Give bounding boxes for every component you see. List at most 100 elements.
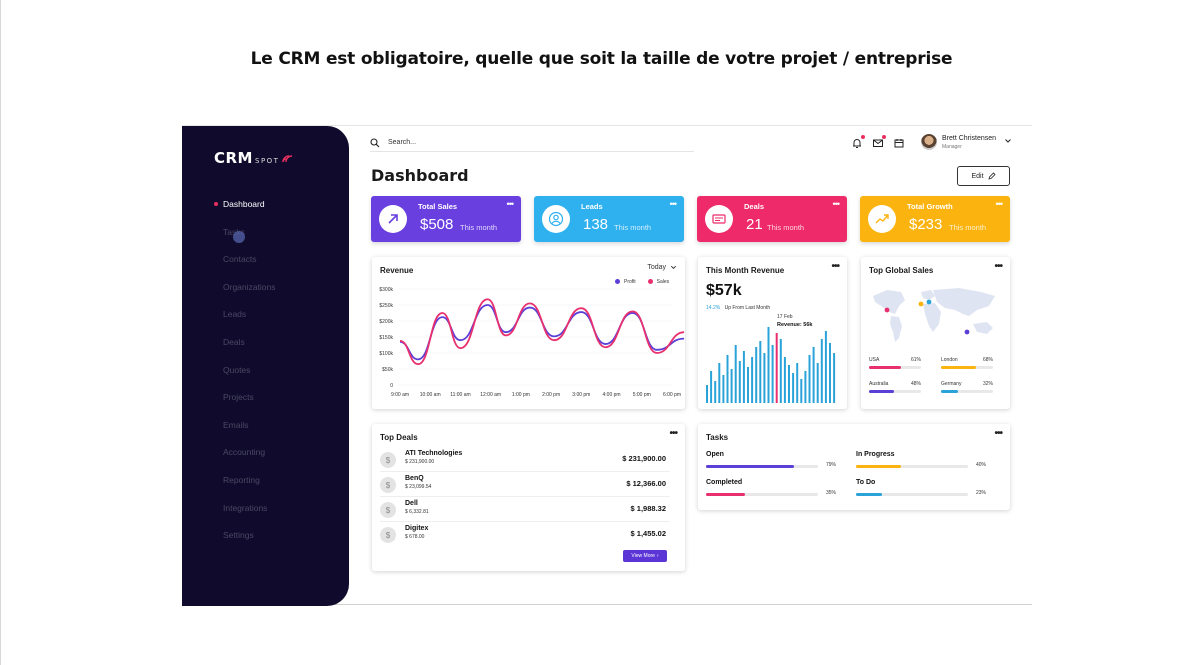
bar[interactable] — [718, 363, 721, 403]
sidebar-item-contacts[interactable]: Contacts — [223, 254, 257, 265]
deals-icon — [705, 205, 733, 233]
bar[interactable] — [779, 339, 782, 403]
change-text: Up From Last Month — [724, 305, 771, 311]
sidebar-item-quotes[interactable]: Quotes — [223, 364, 251, 375]
bar[interactable] — [824, 331, 827, 403]
sidebar-item-accounting[interactable]: Accounting — [223, 447, 266, 458]
y-tick-label: $200k — [379, 319, 393, 325]
more-options-icon[interactable]: ••• — [832, 199, 841, 209]
bar[interactable] — [730, 369, 733, 403]
stat-card-deals[interactable]: Deals 21 This month ••• — [697, 196, 847, 242]
mail-icon[interactable] — [872, 135, 886, 148]
bar[interactable] — [738, 361, 741, 403]
more-options-icon[interactable]: ••• — [995, 199, 1004, 209]
bar[interactable] — [763, 353, 766, 403]
trend-icon — [868, 205, 896, 233]
month-revenue-bar-chart — [706, 327, 836, 403]
bar[interactable] — [804, 371, 807, 403]
bar-highlighted[interactable] — [775, 333, 778, 403]
stat-card-leads[interactable]: Leads 138 This month ••• — [534, 196, 684, 242]
series-line-sales — [399, 298, 685, 366]
stat-value: $508 — [420, 216, 454, 233]
sidebar-item-projects[interactable]: Projects — [223, 392, 254, 403]
bar[interactable] — [800, 379, 803, 403]
edit-button[interactable]: Edit — [957, 166, 1010, 186]
more-options-icon[interactable]: ••• — [831, 261, 839, 272]
sidebar-item-integrations[interactable]: Integrations — [223, 502, 268, 513]
bar[interactable] — [816, 363, 819, 403]
more-options-icon[interactable]: ••• — [669, 428, 677, 439]
bar[interactable] — [792, 373, 795, 403]
bar[interactable] — [812, 347, 815, 403]
bar[interactable] — [788, 365, 790, 403]
bar[interactable] — [829, 343, 831, 403]
sidebar-nav: Dashboard Tasks Contacts Organizations L… — [213, 199, 276, 558]
deal-row[interactable]: $ Dell $ 6,332.81 $ 1,988.32 — [380, 497, 670, 522]
more-options-icon[interactable]: ••• — [994, 428, 1002, 439]
bar[interactable] — [759, 341, 762, 403]
view-more-button[interactable]: View More › — [623, 550, 667, 562]
task-name: To Do — [856, 479, 876, 486]
region-bar — [869, 366, 921, 369]
bar[interactable] — [833, 353, 836, 403]
bar[interactable] — [783, 357, 786, 403]
region-percent: 61% — [910, 357, 921, 363]
sidebar-item-emails[interactable]: Emails — [223, 419, 249, 430]
bar[interactable] — [820, 339, 823, 403]
sidebar-item-leads[interactable]: Leads — [223, 309, 247, 320]
user-info[interactable]: Brett Christensen Manager — [942, 135, 996, 150]
crm-app: CRM SPOT Dashboard Tasks Contacts Organi… — [182, 125, 1032, 606]
bar[interactable] — [722, 375, 725, 403]
sidebar-item-deals[interactable]: Deals — [223, 336, 245, 347]
sidebar-item-tasks[interactable]: Tasks — [223, 226, 245, 237]
deal-row[interactable]: $ Digitex $ 678.00 $ 1,455.02 — [380, 522, 670, 547]
bar[interactable] — [714, 381, 717, 403]
bar[interactable] — [710, 371, 713, 403]
bar[interactable] — [808, 355, 811, 403]
region-bar — [941, 366, 993, 369]
bar[interactable] — [755, 347, 758, 403]
chevron-down-icon[interactable] — [1004, 137, 1012, 145]
bar[interactable] — [751, 357, 754, 403]
y-tick-label: 0 — [390, 383, 393, 389]
more-options-icon[interactable]: ••• — [669, 199, 678, 209]
period-select[interactable]: Today — [647, 264, 677, 271]
sidebar-item-reporting[interactable]: Reporting — [223, 474, 260, 485]
stat-card-total-sales[interactable]: Total Sales $508 This month ••• — [371, 196, 521, 242]
more-options-icon[interactable]: ••• — [994, 261, 1002, 272]
bar[interactable] — [767, 327, 770, 403]
sidebar-item-dashboard[interactable]: Dashboard — [213, 199, 275, 227]
more-options-icon[interactable]: ••• — [506, 199, 515, 209]
bar[interactable] — [742, 351, 745, 403]
bar[interactable] — [734, 345, 737, 403]
region-bar-fill — [869, 390, 894, 393]
search-input[interactable]: Search... — [388, 139, 417, 146]
panel-title: Top Deals — [380, 433, 418, 442]
notification-bell-icon[interactable] — [851, 135, 865, 148]
deal-row[interactable]: $ BenQ $ 23,099.54 $ 12,366.00 — [380, 472, 670, 497]
region-name: London — [941, 357, 958, 363]
deal-amount: $ 678.00 — [405, 534, 425, 540]
search-bar[interactable]: Search... — [370, 134, 694, 152]
y-tick-label: $250k — [379, 303, 393, 309]
bar[interactable] — [771, 345, 774, 403]
period-select-value: Today — [647, 264, 666, 271]
bar[interactable] — [726, 355, 729, 403]
region-bar-fill — [869, 366, 901, 369]
sidebar: CRM SPOT Dashboard Tasks Contacts Organi… — [182, 126, 349, 606]
page-title: Dashboard — [371, 166, 469, 185]
y-tick-label: $100k — [379, 351, 393, 357]
deal-amount: $ 6,332.81 — [405, 509, 429, 515]
y-tick-label: $150k — [379, 335, 393, 341]
bar[interactable] — [706, 385, 708, 403]
sidebar-item-organizations[interactable]: Organizations — [223, 281, 276, 292]
sidebar-item-settings[interactable]: Settings — [223, 530, 254, 541]
legend-swatch — [647, 279, 653, 285]
bar[interactable] — [747, 367, 749, 403]
stat-card-total-growth[interactable]: Total Growth $233 This month ••• — [860, 196, 1010, 242]
user-avatar[interactable] — [921, 134, 937, 150]
calendar-icon[interactable] — [893, 136, 906, 148]
bar[interactable] — [796, 363, 799, 403]
deal-row[interactable]: $ ATI Technologies $ 231,900.00 $ 231,90… — [380, 447, 670, 472]
